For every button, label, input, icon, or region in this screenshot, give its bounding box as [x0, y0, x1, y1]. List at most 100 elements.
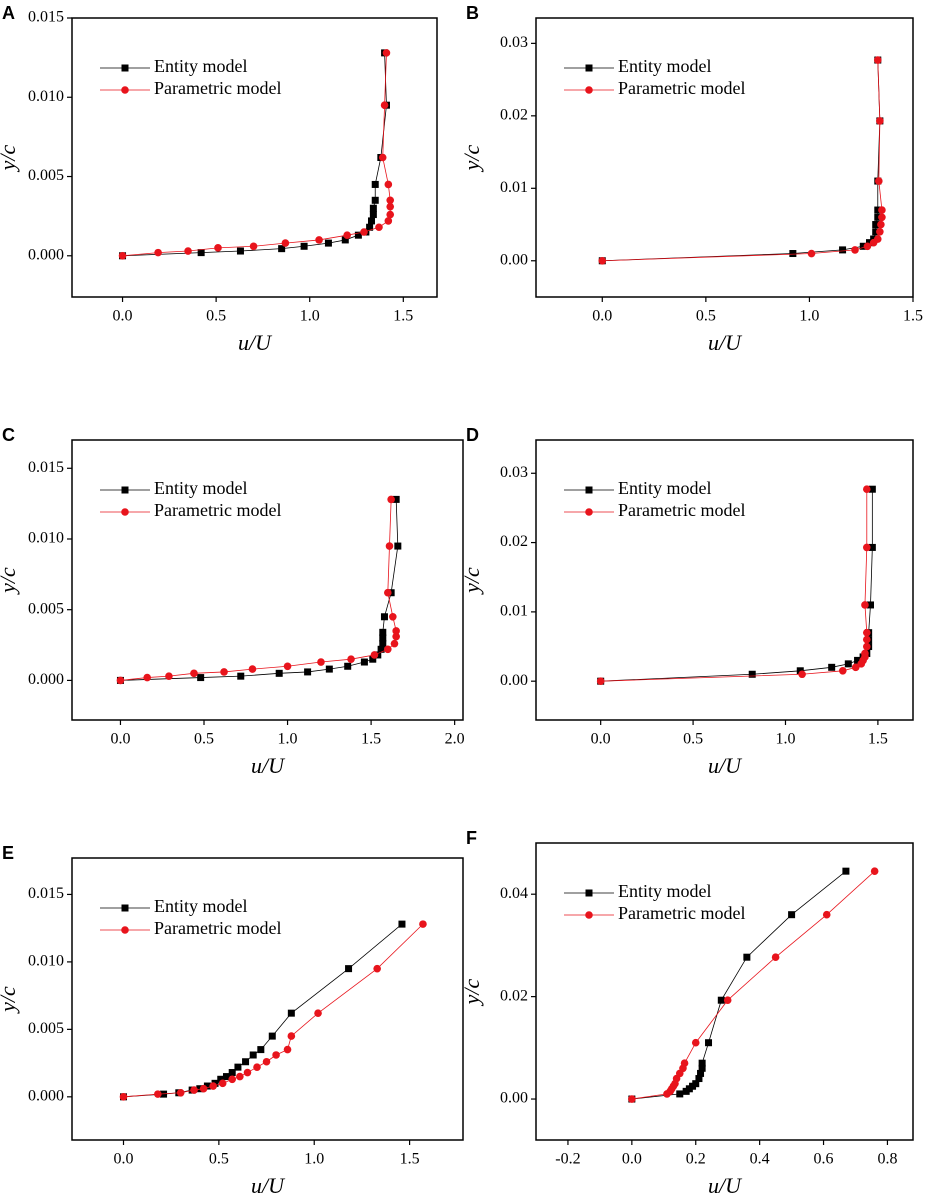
y-tick-label: 0.015 [28, 459, 64, 476]
y-tick-label: 0.010 [28, 953, 64, 970]
marker [384, 588, 392, 597]
marker [209, 1082, 217, 1090]
legend-label: Entity model [154, 896, 248, 916]
marker [828, 663, 836, 671]
x-tick-label: 2.0 [445, 731, 465, 748]
panel: F -0.2 0.0 0.2 0.4 0.6 0.8 0.00 0.02 0.04 u/U y/c En… [459, 828, 914, 1198]
x-tick-label: 1.0 [278, 731, 298, 748]
marker [262, 1057, 271, 1066]
marker [822, 910, 831, 919]
marker [382, 49, 391, 57]
legend-marker [121, 904, 129, 912]
x-axis-label: u/U [238, 330, 273, 355]
marker [676, 1090, 684, 1098]
y-axis-label: y/c [0, 986, 20, 1014]
y-axis-label: y/c [459, 144, 484, 172]
marker [154, 248, 162, 257]
marker [377, 645, 385, 653]
marker [341, 236, 349, 244]
x-axis-label: u/U [708, 330, 743, 355]
marker [877, 220, 885, 229]
marker [874, 206, 882, 214]
marker [275, 669, 283, 677]
marker [345, 965, 353, 973]
series-line [122, 52, 391, 257]
x-tick-label: 1.5 [393, 308, 413, 325]
marker [842, 867, 850, 875]
marker [698, 1059, 706, 1067]
marker [692, 1080, 700, 1088]
marker [197, 674, 205, 682]
marker [366, 223, 374, 231]
marker [354, 231, 362, 239]
plot-frame [71, 439, 464, 721]
x-tick-label: 1.0 [775, 731, 795, 748]
marker [190, 669, 198, 678]
y-axis-label: y/c [459, 567, 484, 595]
marker [272, 1051, 280, 1059]
y-tick-label: 0.00 [500, 1090, 528, 1107]
marker [278, 245, 286, 253]
panel-label: B [466, 3, 479, 23]
marker [367, 217, 375, 225]
y-tick-label: 0.02 [500, 533, 528, 550]
marker [324, 239, 332, 247]
marker [861, 649, 869, 658]
x-tick-label: 0.5 [206, 308, 226, 325]
marker [283, 1045, 292, 1054]
marker [876, 227, 884, 236]
marker [199, 1084, 208, 1093]
x-tick-label: 0.0 [110, 731, 130, 748]
plot-frame [535, 17, 914, 298]
marker [878, 213, 886, 222]
legend-marker [585, 86, 593, 94]
x-tick-label: 1.0 [304, 1151, 324, 1168]
legend-label: Entity model [618, 881, 712, 901]
marker [154, 1090, 162, 1098]
marker [386, 196, 395, 205]
marker [838, 666, 847, 675]
marker [866, 239, 873, 247]
marker [220, 668, 228, 676]
marker [214, 244, 222, 252]
marker [878, 206, 886, 214]
marker [868, 485, 876, 493]
marker [360, 658, 368, 666]
x-tick-label: 0.8 [877, 1151, 897, 1168]
panel-label: D [466, 425, 479, 445]
legend-label: Parametric model [618, 500, 745, 520]
marker [386, 210, 395, 219]
marker [798, 670, 806, 679]
marker [304, 668, 312, 676]
legend-label: Parametric model [618, 78, 745, 98]
y-tick-label: 0.005 [28, 600, 64, 617]
marker [384, 645, 392, 654]
legend-marker [121, 508, 129, 516]
marker [236, 247, 244, 255]
panel: C 0.0 0.5 1.0 1.5 2.0 0.000 0.005 0.010 0.015 u/U y… [0, 425, 465, 778]
legend-marker [585, 508, 593, 516]
marker [283, 662, 292, 671]
plot-frame [71, 857, 464, 1141]
legend-marker [121, 926, 129, 934]
marker [873, 56, 882, 64]
marker [249, 242, 258, 251]
x-tick-label: 0.2 [686, 1151, 706, 1168]
x-tick-label: 0.0 [113, 1151, 133, 1168]
x-tick-label: 1.0 [799, 308, 819, 325]
x-tick-label: 1.5 [361, 731, 381, 748]
x-tick-label: 1.5 [903, 308, 923, 325]
y-tick-label: 0.00 [500, 672, 528, 689]
marker [861, 601, 869, 609]
marker [705, 1039, 713, 1047]
marker [872, 228, 880, 236]
y-tick-label: 0.000 [28, 671, 64, 688]
marker [723, 996, 732, 1005]
marker [143, 673, 151, 682]
marker [807, 249, 816, 258]
marker [314, 1009, 322, 1017]
marker [343, 231, 351, 239]
marker [287, 1009, 295, 1017]
marker [116, 676, 125, 685]
series-line [120, 499, 399, 681]
